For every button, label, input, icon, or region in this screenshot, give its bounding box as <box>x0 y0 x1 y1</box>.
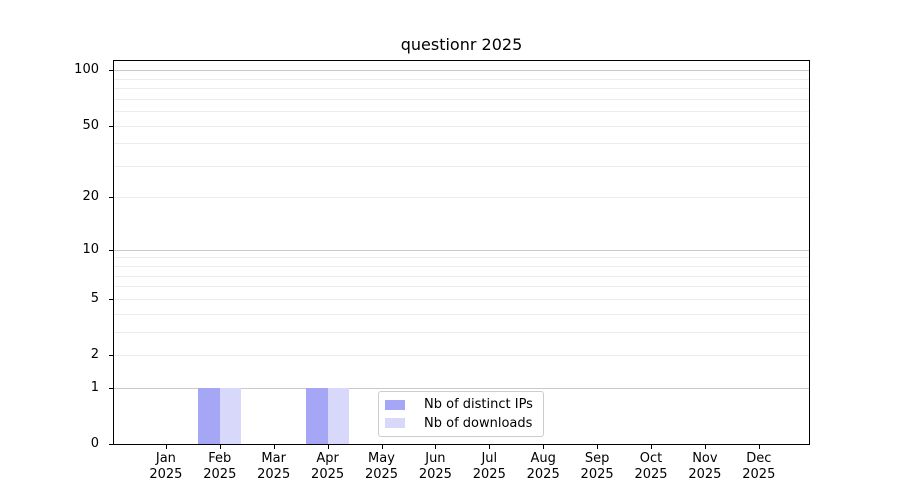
x-tick-feb <box>219 445 221 449</box>
y-tick-20 <box>109 197 113 198</box>
gridline-major-1 <box>114 388 809 389</box>
y-tick-0 <box>109 444 113 445</box>
gridline-minor-4 <box>114 314 809 315</box>
x-tick-label-aug: Aug 2025 <box>526 451 560 482</box>
y-tick-label-20: 20 <box>82 189 99 204</box>
gridline-minor-6 <box>114 286 809 287</box>
x-tick-label-jun: Jun 2025 <box>418 451 452 482</box>
gridline-minor-8 <box>114 266 809 267</box>
x-tick-aug <box>543 445 545 449</box>
y-tick-label-10: 10 <box>82 242 99 257</box>
x-tick-label-jul: Jul 2025 <box>472 451 506 482</box>
x-tick-label-sep: Sep 2025 <box>580 451 614 482</box>
gridline-minor-80 <box>114 88 809 89</box>
legend-swatch-downloads <box>385 418 405 429</box>
gridline-minor-3 <box>114 332 809 333</box>
gridline-minor-70 <box>114 99 809 100</box>
legend: Nb of distinct IPs Nb of downloads <box>378 391 544 437</box>
y-tick-50 <box>109 126 113 127</box>
chart-title: questionr 2025 <box>400 35 523 54</box>
x-tick-jun <box>435 445 437 449</box>
gridline-major-10 <box>114 250 809 251</box>
gridline-minor-90 <box>114 79 809 80</box>
y-tick-label-50: 50 <box>82 118 99 133</box>
gridline-minor-7 <box>114 276 809 277</box>
gridline-minor-5 <box>114 299 809 300</box>
legend-item-downloads: Nb of downloads <box>385 416 537 431</box>
gridline-minor-40 <box>114 143 809 144</box>
bar-downloads-feb <box>219 387 242 444</box>
x-tick-label-dec: Dec 2025 <box>742 451 776 482</box>
x-tick-jan <box>165 445 167 449</box>
x-tick-oct <box>651 445 652 449</box>
x-tick-label-oct: Oct 2025 <box>634 451 668 482</box>
y-tick-100 <box>109 70 113 71</box>
y-tick-2 <box>109 355 113 356</box>
y-tick-5 <box>109 299 113 300</box>
x-tick-mar <box>273 445 275 449</box>
x-tick-may <box>381 445 383 449</box>
gridline-minor-9 <box>114 257 809 258</box>
y-tick-label-0: 0 <box>90 436 99 451</box>
y-tick-label-5: 5 <box>90 291 99 306</box>
legend-label-downloads: Nb of downloads <box>424 415 533 431</box>
x-tick-label-apr: Apr 2025 <box>311 451 345 482</box>
gridline-minor-60 <box>114 111 809 112</box>
x-tick-jul <box>489 445 491 449</box>
legend-swatch-distinct-ips <box>385 399 405 410</box>
gridline-minor-30 <box>114 166 809 167</box>
legend-label-distinct-ips: Nb of distinct IPs <box>424 397 533 413</box>
x-tick-label-may: May 2025 <box>364 451 399 482</box>
bar-distinct-ips-apr <box>306 387 328 444</box>
y-tick-label-2: 2 <box>90 347 99 362</box>
y-tick-1 <box>109 388 113 389</box>
legend-item-distinct-ips: Nb of distinct IPs <box>385 397 537 412</box>
x-tick-label-feb: Feb 2025 <box>203 451 237 482</box>
x-tick-apr <box>327 445 329 449</box>
x-tick-sep <box>597 445 599 449</box>
x-tick-nov <box>704 445 706 449</box>
gridline-major-100 <box>114 70 809 71</box>
gridline-minor-20 <box>114 197 809 198</box>
y-tick-10 <box>109 250 113 251</box>
y-tick-label-1: 1 <box>90 380 99 395</box>
x-tick-label-jan: Jan 2025 <box>149 451 183 482</box>
bar-downloads-apr <box>327 387 350 444</box>
x-tick-dec <box>758 445 760 449</box>
gridline-minor-50 <box>114 126 809 127</box>
x-tick-label-nov: Nov 2025 <box>688 451 722 482</box>
bar-distinct-ips-feb <box>198 387 220 444</box>
gridline-minor-2 <box>114 355 809 356</box>
y-tick-label-100: 100 <box>74 62 99 77</box>
x-tick-label-mar: Mar 2025 <box>257 451 291 482</box>
